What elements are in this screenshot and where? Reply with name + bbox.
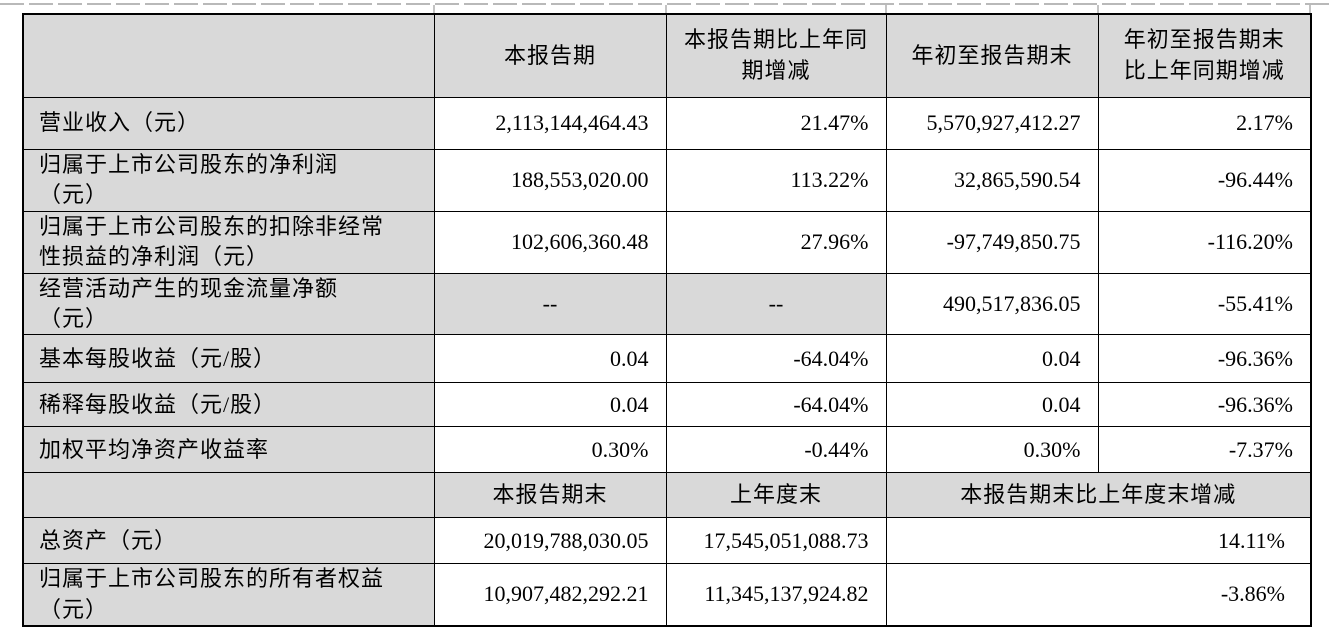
value-cell: -96.44% <box>1097 148 1312 212</box>
balance-header-row: 本报告期末 上年度末 本报告期末比上年度末增减 <box>22 472 1312 519</box>
value-cell: 0.04 <box>433 382 667 428</box>
value-cell: 113.22% <box>665 148 887 212</box>
clipped-column-tick <box>1097 5 1099 14</box>
value-cell: 14.11% <box>885 517 1312 565</box>
value-cell: 10,907,482,292.21 <box>433 563 667 627</box>
table-row-net-profit: 归属于上市公司股东的净利润 （元） 188,553,020.00 113.22%… <box>22 148 1312 212</box>
value-cell: -3.86% <box>885 563 1312 627</box>
value-cell: 0.04 <box>885 334 1099 384</box>
header-empty-cell <box>22 13 435 98</box>
value-cell: -55.41% <box>1097 272 1312 336</box>
value-cell: 490,517,836.05 <box>885 272 1099 336</box>
value-cell: 20,019,788,030.05 <box>433 517 667 565</box>
header-empty-cell <box>22 472 435 519</box>
row-label: 归属于上市公司股东的所有者权益 （元） <box>22 563 435 627</box>
key-financials-table: 本报告期 本报告期比上年同 期增减 年初至报告期末 年初至报告期末 比上年同期增… <box>22 13 1312 627</box>
value-cell: -0.44% <box>665 426 887 474</box>
period-header-row: 本报告期 本报告期比上年同 期增减 年初至报告期末 年初至报告期末 比上年同期增… <box>22 13 1312 98</box>
value-cell-empty: -- <box>433 272 667 336</box>
value-cell: 0.04 <box>885 382 1099 428</box>
row-label: 归属于上市公司股东的净利润 （元） <box>22 148 435 212</box>
value-cell: -64.04% <box>665 334 887 384</box>
value-cell-empty: -- <box>665 272 887 336</box>
table-row-weighted-avg-roe: 加权平均净资产收益率 0.30% -0.44% 0.30% -7.37% <box>22 426 1312 474</box>
row-label: 经营活动产生的现金流量净额 （元） <box>22 272 435 336</box>
header-year-to-date: 年初至报告期末 <box>885 13 1099 98</box>
clipped-column-tick <box>1309 5 1311 14</box>
value-cell: -96.36% <box>1097 382 1312 428</box>
header-end-of-period: 本报告期末 <box>433 472 667 519</box>
row-label: 基本每股收益（元/股） <box>22 334 435 384</box>
table-row-shareholders-equity: 归属于上市公司股东的所有者权益 （元） 10,907,482,292.21 11… <box>22 563 1312 627</box>
value-cell: -116.20% <box>1097 210 1312 274</box>
value-cell: 2.17% <box>1097 96 1312 150</box>
value-cell: -96.36% <box>1097 334 1312 384</box>
header-current-period: 本报告期 <box>433 13 667 98</box>
value-cell: 0.30% <box>885 426 1099 474</box>
value-cell: 0.30% <box>433 426 667 474</box>
value-cell: 188,553,020.00 <box>433 148 667 212</box>
header-ytd-yoy-change: 年初至报告期末 比上年同期增减 <box>1097 13 1312 98</box>
value-cell: 11,345,137,924.82 <box>665 563 887 627</box>
clipped-column-tick <box>433 5 435 14</box>
value-cell: 5,570,927,412.27 <box>885 96 1099 150</box>
table-row-basic-eps: 基本每股收益（元/股） 0.04 -64.04% 0.04 -96.36% <box>22 334 1312 384</box>
table-row-operating-revenue: 营业收入（元） 2,113,144,464.43 21.47% 5,570,92… <box>22 96 1312 150</box>
table-row-total-assets: 总资产（元） 20,019,788,030.05 17,545,051,088.… <box>22 517 1312 565</box>
header-end-of-last-year: 上年度末 <box>665 472 887 519</box>
value-cell: -64.04% <box>665 382 887 428</box>
clipped-content-rule <box>0 3 1334 5</box>
value-cell: 102,606,360.48 <box>433 210 667 274</box>
clipped-column-tick <box>665 5 667 14</box>
row-label: 加权平均净资产收益率 <box>22 426 435 474</box>
value-cell: -97,749,850.75 <box>885 210 1099 274</box>
row-label: 营业收入（元） <box>22 96 435 150</box>
table-row-net-profit-excl-nonrecurring: 归属于上市公司股东的扣除非经常 性损益的净利润（元） 102,606,360.4… <box>22 210 1312 274</box>
value-cell: 0.04 <box>433 334 667 384</box>
value-cell: 32,865,590.54 <box>885 148 1099 212</box>
header-yoy-change: 本报告期比上年同 期增减 <box>665 13 887 98</box>
value-cell: 2,113,144,464.43 <box>433 96 667 150</box>
value-cell: 27.96% <box>665 210 887 274</box>
header-period-vs-last-year-change: 本报告期末比上年度末增减 <box>885 472 1312 519</box>
table-row-operating-cash-flow: 经营活动产生的现金流量净额 （元） -- -- 490,517,836.05 -… <box>22 272 1312 336</box>
row-label: 总资产（元） <box>22 517 435 565</box>
clipped-column-tick <box>885 5 887 14</box>
value-cell: -7.37% <box>1097 426 1312 474</box>
row-label: 稀释每股收益（元/股） <box>22 382 435 428</box>
row-label: 归属于上市公司股东的扣除非经常 性损益的净利润（元） <box>22 210 435 274</box>
table-row-diluted-eps: 稀释每股收益（元/股） 0.04 -64.04% 0.04 -96.36% <box>22 382 1312 428</box>
value-cell: 17,545,051,088.73 <box>665 517 887 565</box>
value-cell: 21.47% <box>665 96 887 150</box>
